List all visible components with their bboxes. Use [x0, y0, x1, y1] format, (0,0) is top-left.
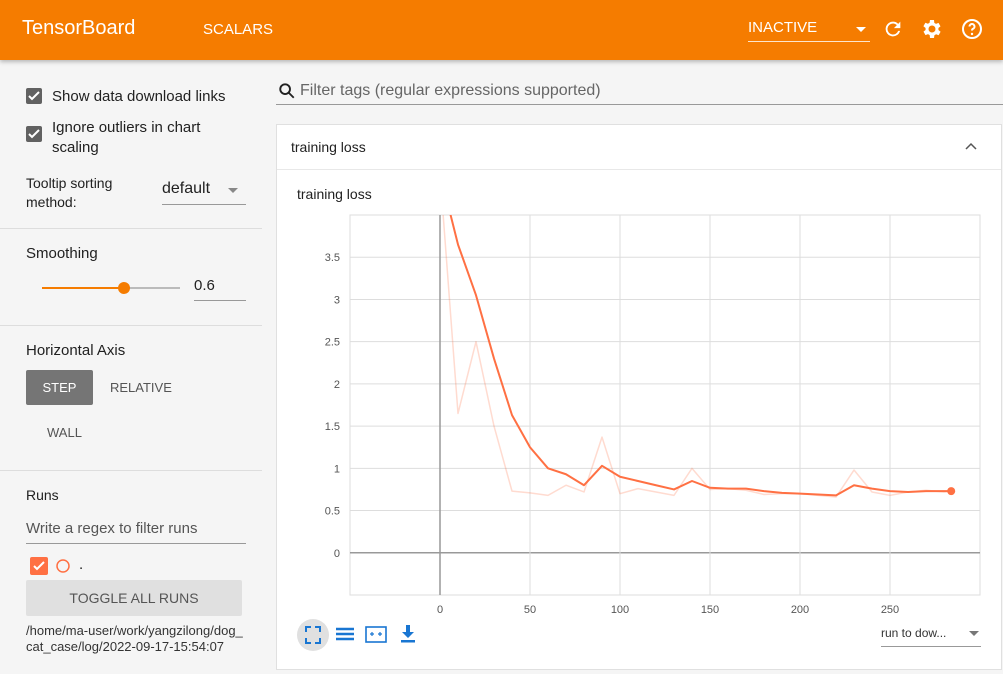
run-select-text: run to dow...: [881, 626, 947, 640]
checkbox-download[interactable]: [26, 88, 42, 104]
run-color-circle[interactable]: [55, 558, 71, 574]
tooltip-sorting-select[interactable]: default: [162, 180, 246, 205]
tab-scalars[interactable]: SCALARS: [203, 21, 274, 38]
y-tick-label: 0.5: [325, 506, 340, 518]
status-text: INACTIVE: [748, 19, 818, 36]
y-tick-label: 1: [334, 463, 340, 475]
series-line: [442, 215, 952, 498]
fit-domain-icon[interactable]: [305, 626, 321, 644]
help-icon[interactable]: [960, 17, 984, 41]
log-scale-icon[interactable]: [336, 627, 354, 641]
y-tick-label: 2: [334, 379, 340, 391]
divider: [0, 470, 262, 471]
dropdown-arrow: [856, 27, 866, 32]
chart-title: training loss: [297, 186, 372, 202]
chart: training loss 0 0.5 1 1.5 2 2.5 3 3.5 0 50 100 150 2…: [297, 186, 981, 651]
sidebar: Show data download links Ignore outliers…: [0, 62, 262, 674]
checkbox-outliers[interactable]: [26, 126, 42, 142]
run-checkbox[interactable]: [30, 557, 48, 575]
settings-icon[interactable]: [920, 17, 944, 41]
y-tick-label: 0: [334, 548, 340, 560]
fit-button-bg: [297, 619, 329, 651]
collapse-icon[interactable]: [965, 142, 977, 150]
run-name: .: [79, 556, 84, 573]
x-tick-label: 250: [881, 604, 899, 616]
last-point: [947, 487, 956, 496]
status-dropdown[interactable]: INACTIVE: [748, 19, 870, 42]
x-tick-label: 100: [611, 604, 629, 616]
run-log-dir: /home/ma-user/work/yangzilong/dog_cat_ca…: [26, 623, 243, 654]
axis-wall-button[interactable]: WALL: [47, 425, 82, 440]
y-tick-label: 3: [334, 294, 340, 306]
tag-filter-input[interactable]: Filter tags (regular expressions support…: [276, 78, 1003, 105]
run-select[interactable]: run to dow...: [881, 624, 981, 647]
dropdown-arrow: [969, 631, 979, 636]
card-title: training loss: [291, 139, 366, 155]
top-bar: TensorBoard SCALARS INACTIVE: [0, 0, 1003, 60]
download-icon[interactable]: [401, 625, 415, 643]
x-tick-label: 200: [791, 604, 809, 616]
runs-label: Runs: [26, 487, 59, 503]
horizontal-axis-label: Horizontal Axis: [26, 342, 126, 359]
smoothing-input[interactable]: 0.6: [194, 277, 246, 301]
axis-step-button[interactable]: STEP: [26, 370, 93, 405]
runs-filter-input[interactable]: Write a regex to filter runs: [26, 520, 246, 544]
expand-icon[interactable]: [365, 626, 387, 643]
y-tick-label: 3.5: [325, 252, 340, 264]
refresh-icon[interactable]: [882, 18, 904, 40]
dropdown-arrow: [228, 188, 238, 193]
outliers-label: Ignore outliers in chart scaling: [52, 119, 201, 156]
tooltip-sorting-value: default: [162, 180, 211, 197]
smoothing-slider[interactable]: [38, 280, 184, 296]
x-tick-label: 150: [701, 604, 719, 616]
x-tick-label: 50: [524, 604, 536, 616]
tag-filter-placeholder: Filter tags (regular expressions support…: [300, 82, 601, 99]
plot-border: [349, 214, 981, 596]
x-tick-label: 0: [437, 604, 443, 616]
y-tick-label: 2.5: [325, 337, 340, 349]
smoothing-label: Smoothing: [26, 245, 98, 262]
axis-relative-button[interactable]: RELATIVE: [110, 380, 172, 395]
divider: [0, 325, 262, 326]
download-links-label: Show data download links: [52, 88, 226, 105]
tooltip-sorting-label: Tooltip sorting method:: [26, 175, 113, 210]
y-tick-label: 1.5: [325, 421, 340, 433]
series-line: [449, 215, 952, 497]
divider: [0, 228, 262, 229]
toggle-all-runs-button[interactable]: TOGGLE ALL RUNS: [26, 580, 242, 616]
app-title: TensorBoard: [22, 17, 136, 39]
search-icon: [279, 83, 295, 99]
divider: [277, 169, 1001, 170]
